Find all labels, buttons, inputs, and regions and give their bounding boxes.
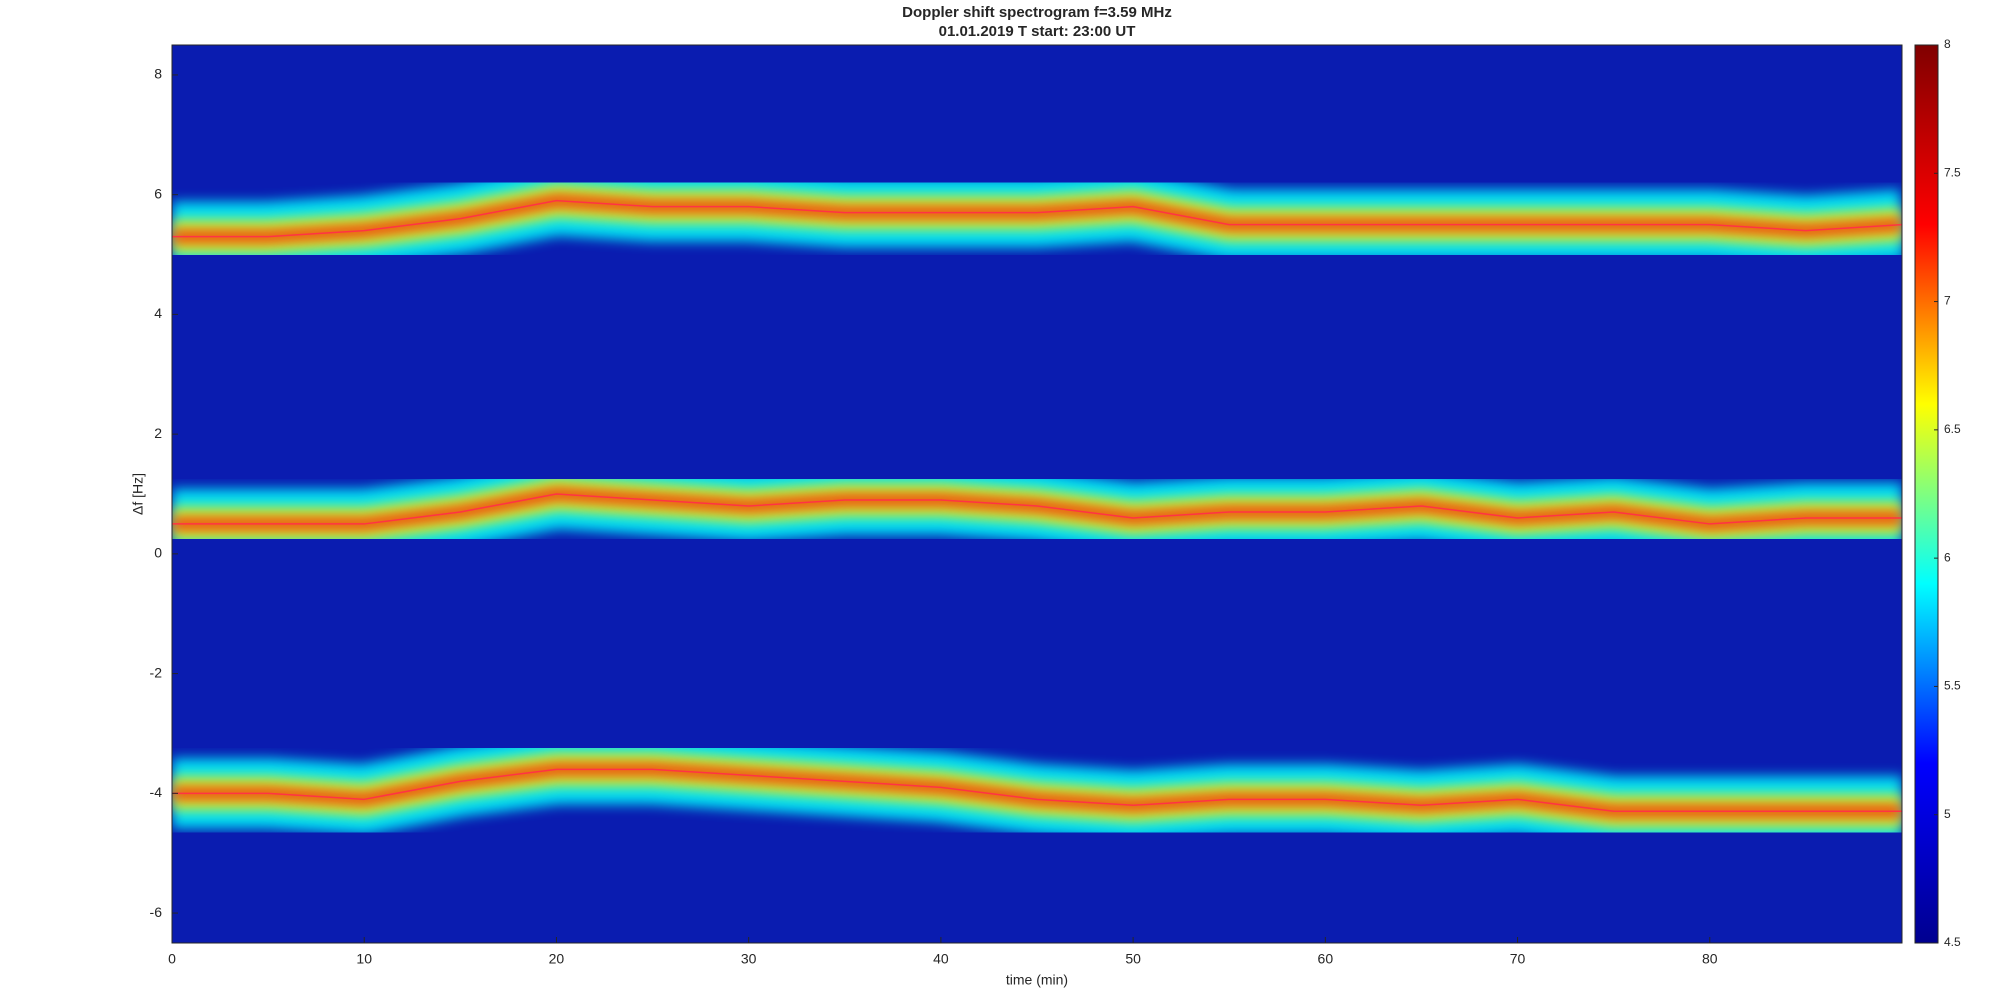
y-tick-label: -4 — [150, 784, 163, 800]
chart-title: Doppler shift spectrogram f=3.59 MHz — [902, 4, 1172, 21]
x-tick-label: 30 — [741, 951, 757, 967]
colorbar-tick-label: 5 — [1944, 807, 1951, 821]
y-tick-label: 0 — [154, 545, 162, 561]
y-tick-label: 4 — [154, 305, 162, 321]
x-tick-label: 20 — [549, 951, 565, 967]
y-tick-label: -2 — [150, 664, 163, 680]
x-tick-label: 50 — [1125, 951, 1141, 967]
y-axis-label: Δf [Hz] — [130, 473, 146, 515]
colorbar-tick-label: 7.5 — [1944, 165, 1961, 179]
trace-line — [172, 493, 1902, 525]
x-tick-label: 40 — [933, 951, 949, 967]
colorbar — [1914, 44, 1939, 944]
x-tick-label: 60 — [1318, 951, 1334, 967]
colorbar-tick-label: 6 — [1944, 550, 1951, 564]
x-tick-label: 0 — [168, 951, 176, 967]
colorbar-tick-label: 6.5 — [1944, 422, 1961, 436]
colorbar-tick-label: 8 — [1944, 37, 1951, 51]
bands — [172, 165, 1902, 847]
trace-line — [172, 768, 1902, 813]
colorbar-tick-label: 5.5 — [1944, 679, 1961, 693]
x-tick-label: 10 — [356, 951, 372, 967]
y-tick-label: 2 — [154, 425, 162, 441]
x-tick-label: 70 — [1510, 951, 1526, 967]
colorbar-tick-label: 4.5 — [1944, 935, 1961, 949]
x-tick-label: 80 — [1702, 951, 1718, 967]
y-tick-label: -6 — [150, 904, 163, 920]
chart-subtitle: 01.01.2019 T start: 23:00 UT — [939, 23, 1136, 40]
x-axis-label: time (min) — [1006, 972, 1068, 988]
plot-frame — [171, 44, 1903, 944]
y-tick-label: 8 — [154, 66, 162, 82]
y-tick-label: 6 — [154, 185, 162, 201]
colorbar-tick-label: 7 — [1944, 294, 1951, 308]
trace-line — [172, 199, 1902, 238]
